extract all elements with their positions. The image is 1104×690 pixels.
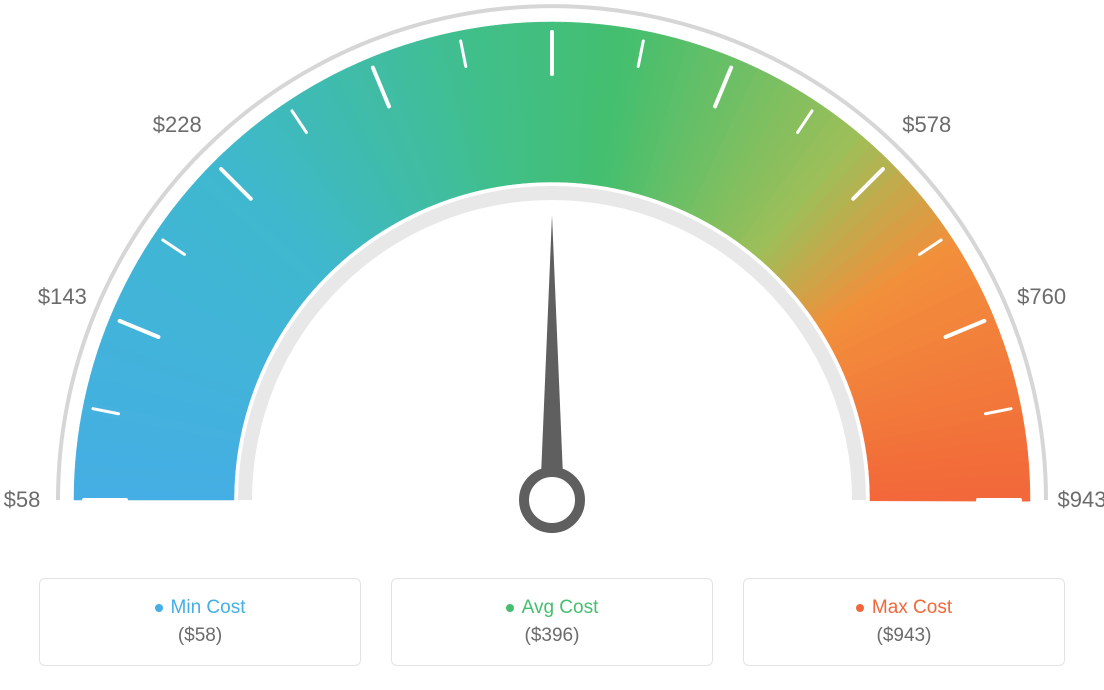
legend-title-text: Max Cost: [872, 597, 952, 619]
legend-title-text: Min Cost: [171, 597, 246, 619]
gauge-tick-label: $143: [38, 284, 87, 310]
legend-title: Avg Cost: [506, 597, 599, 619]
legend-value: ($58): [178, 625, 222, 647]
legend-title: Min Cost: [155, 597, 246, 619]
legend-card: Min Cost ($58): [39, 578, 361, 666]
legend-dot-icon: [155, 604, 163, 612]
gauge-hub: [524, 472, 580, 528]
legend-title-text: Avg Cost: [522, 597, 599, 619]
gauge-tick-label: $58: [4, 487, 41, 513]
legend-title: Max Cost: [856, 597, 952, 619]
legend-value: ($943): [877, 625, 932, 647]
gauge-tick-label: $578: [902, 112, 951, 138]
gauge-tick-label: $943: [1058, 487, 1104, 513]
gauge-svg: [0, 0, 1104, 560]
gauge-needle: [540, 215, 564, 500]
legend-value: ($396): [525, 625, 580, 647]
legend-card: Avg Cost ($396): [391, 578, 713, 666]
gauge-tick-label: $760: [1017, 284, 1066, 310]
legend-row: Min Cost ($58) Avg Cost ($396) Max Cost ($943…: [0, 578, 1104, 666]
gauge-tick-label: $228: [153, 112, 202, 138]
legend-dot-icon: [506, 604, 514, 612]
legend-card: Max Cost ($943): [743, 578, 1065, 666]
gauge-chart: Min Cost ($58) Avg Cost ($396) Max Cost ($943…: [0, 0, 1104, 690]
legend-dot-icon: [856, 604, 864, 612]
